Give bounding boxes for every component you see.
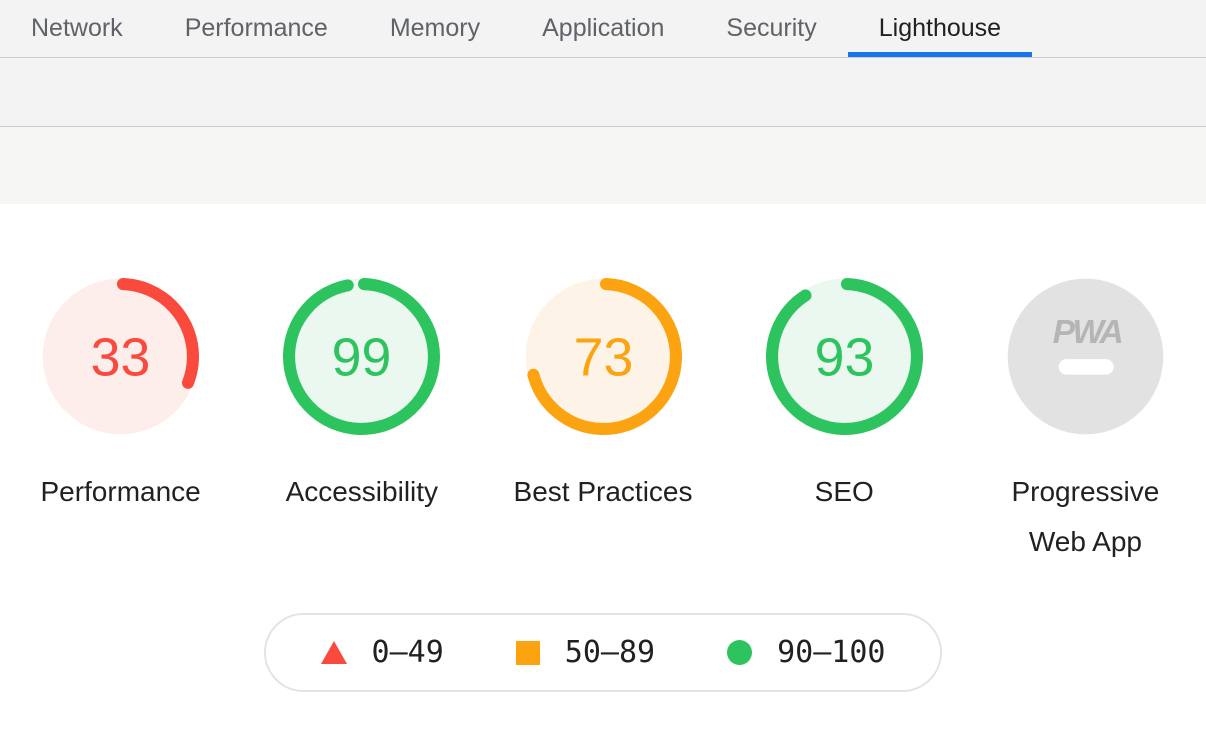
score-ring: 33 [42, 278, 200, 435]
svg-text:99: 99 [332, 327, 392, 387]
score-label: Best Practices [513, 476, 693, 507]
score-gauge-progressive-web-app[interactable]: PWA Progressive Web App [965, 276, 1206, 567]
score-legend: 0–49 50–89 90–100 [263, 613, 943, 692]
tab-network[interactable]: Network [31, 14, 123, 42]
score-gauge-best-practices[interactable]: 73 Best Practices [482, 276, 723, 567]
score-label: Accessibility [285, 476, 439, 507]
score-gauge-performance[interactable]: 33 Performance [0, 276, 241, 567]
svg-text:33: 33 [91, 327, 151, 387]
score-ring: 73 [524, 278, 682, 435]
legend-item-average: 50–89 [515, 635, 656, 670]
lighthouse-secondary-strip [0, 127, 1206, 204]
svg-text:73: 73 [573, 327, 633, 387]
legend-item-fail: 0–49 [320, 635, 444, 670]
legend-item-pass: 90–100 [727, 635, 885, 670]
score-ring: 93 [765, 278, 923, 435]
triangle-icon [320, 641, 347, 664]
lighthouse-score-gauges: 33 Performance 99 Accessibility 73 Best … [0, 276, 1206, 567]
score-label: SEO [814, 476, 874, 507]
svg-text:93: 93 [814, 327, 874, 387]
circle-icon [727, 640, 753, 665]
pwa-badge-icon: PWA [1007, 278, 1164, 435]
score-label: Performance [40, 476, 201, 507]
square-icon [515, 640, 540, 665]
tab-performance[interactable]: Performance [184, 14, 328, 42]
svg-text:PWA: PWA [1053, 314, 1122, 351]
legend-range: 50–89 [564, 635, 656, 670]
score-label: Progressive Web App [1011, 476, 1160, 557]
score-gauge-seo[interactable]: 93 SEO [724, 276, 965, 567]
tab-application[interactable]: Application [542, 14, 665, 42]
tab-lighthouse[interactable]: Lighthouse [847, 0, 1033, 57]
legend-range: 0–49 [371, 635, 444, 670]
score-gauge-accessibility[interactable]: 99 Accessibility [241, 276, 482, 567]
legend-range: 90–100 [777, 635, 886, 670]
score-ring: 99 [283, 278, 441, 435]
devtools-tab-bar: Network Performance Memory Application Secur… [0, 0, 1206, 58]
lighthouse-report: 33 Performance 99 Accessibility 73 Best … [0, 204, 1206, 692]
lighthouse-toolbar-strip [0, 58, 1206, 127]
tab-memory[interactable]: Memory [389, 14, 481, 42]
tab-security[interactable]: Security [726, 14, 817, 42]
